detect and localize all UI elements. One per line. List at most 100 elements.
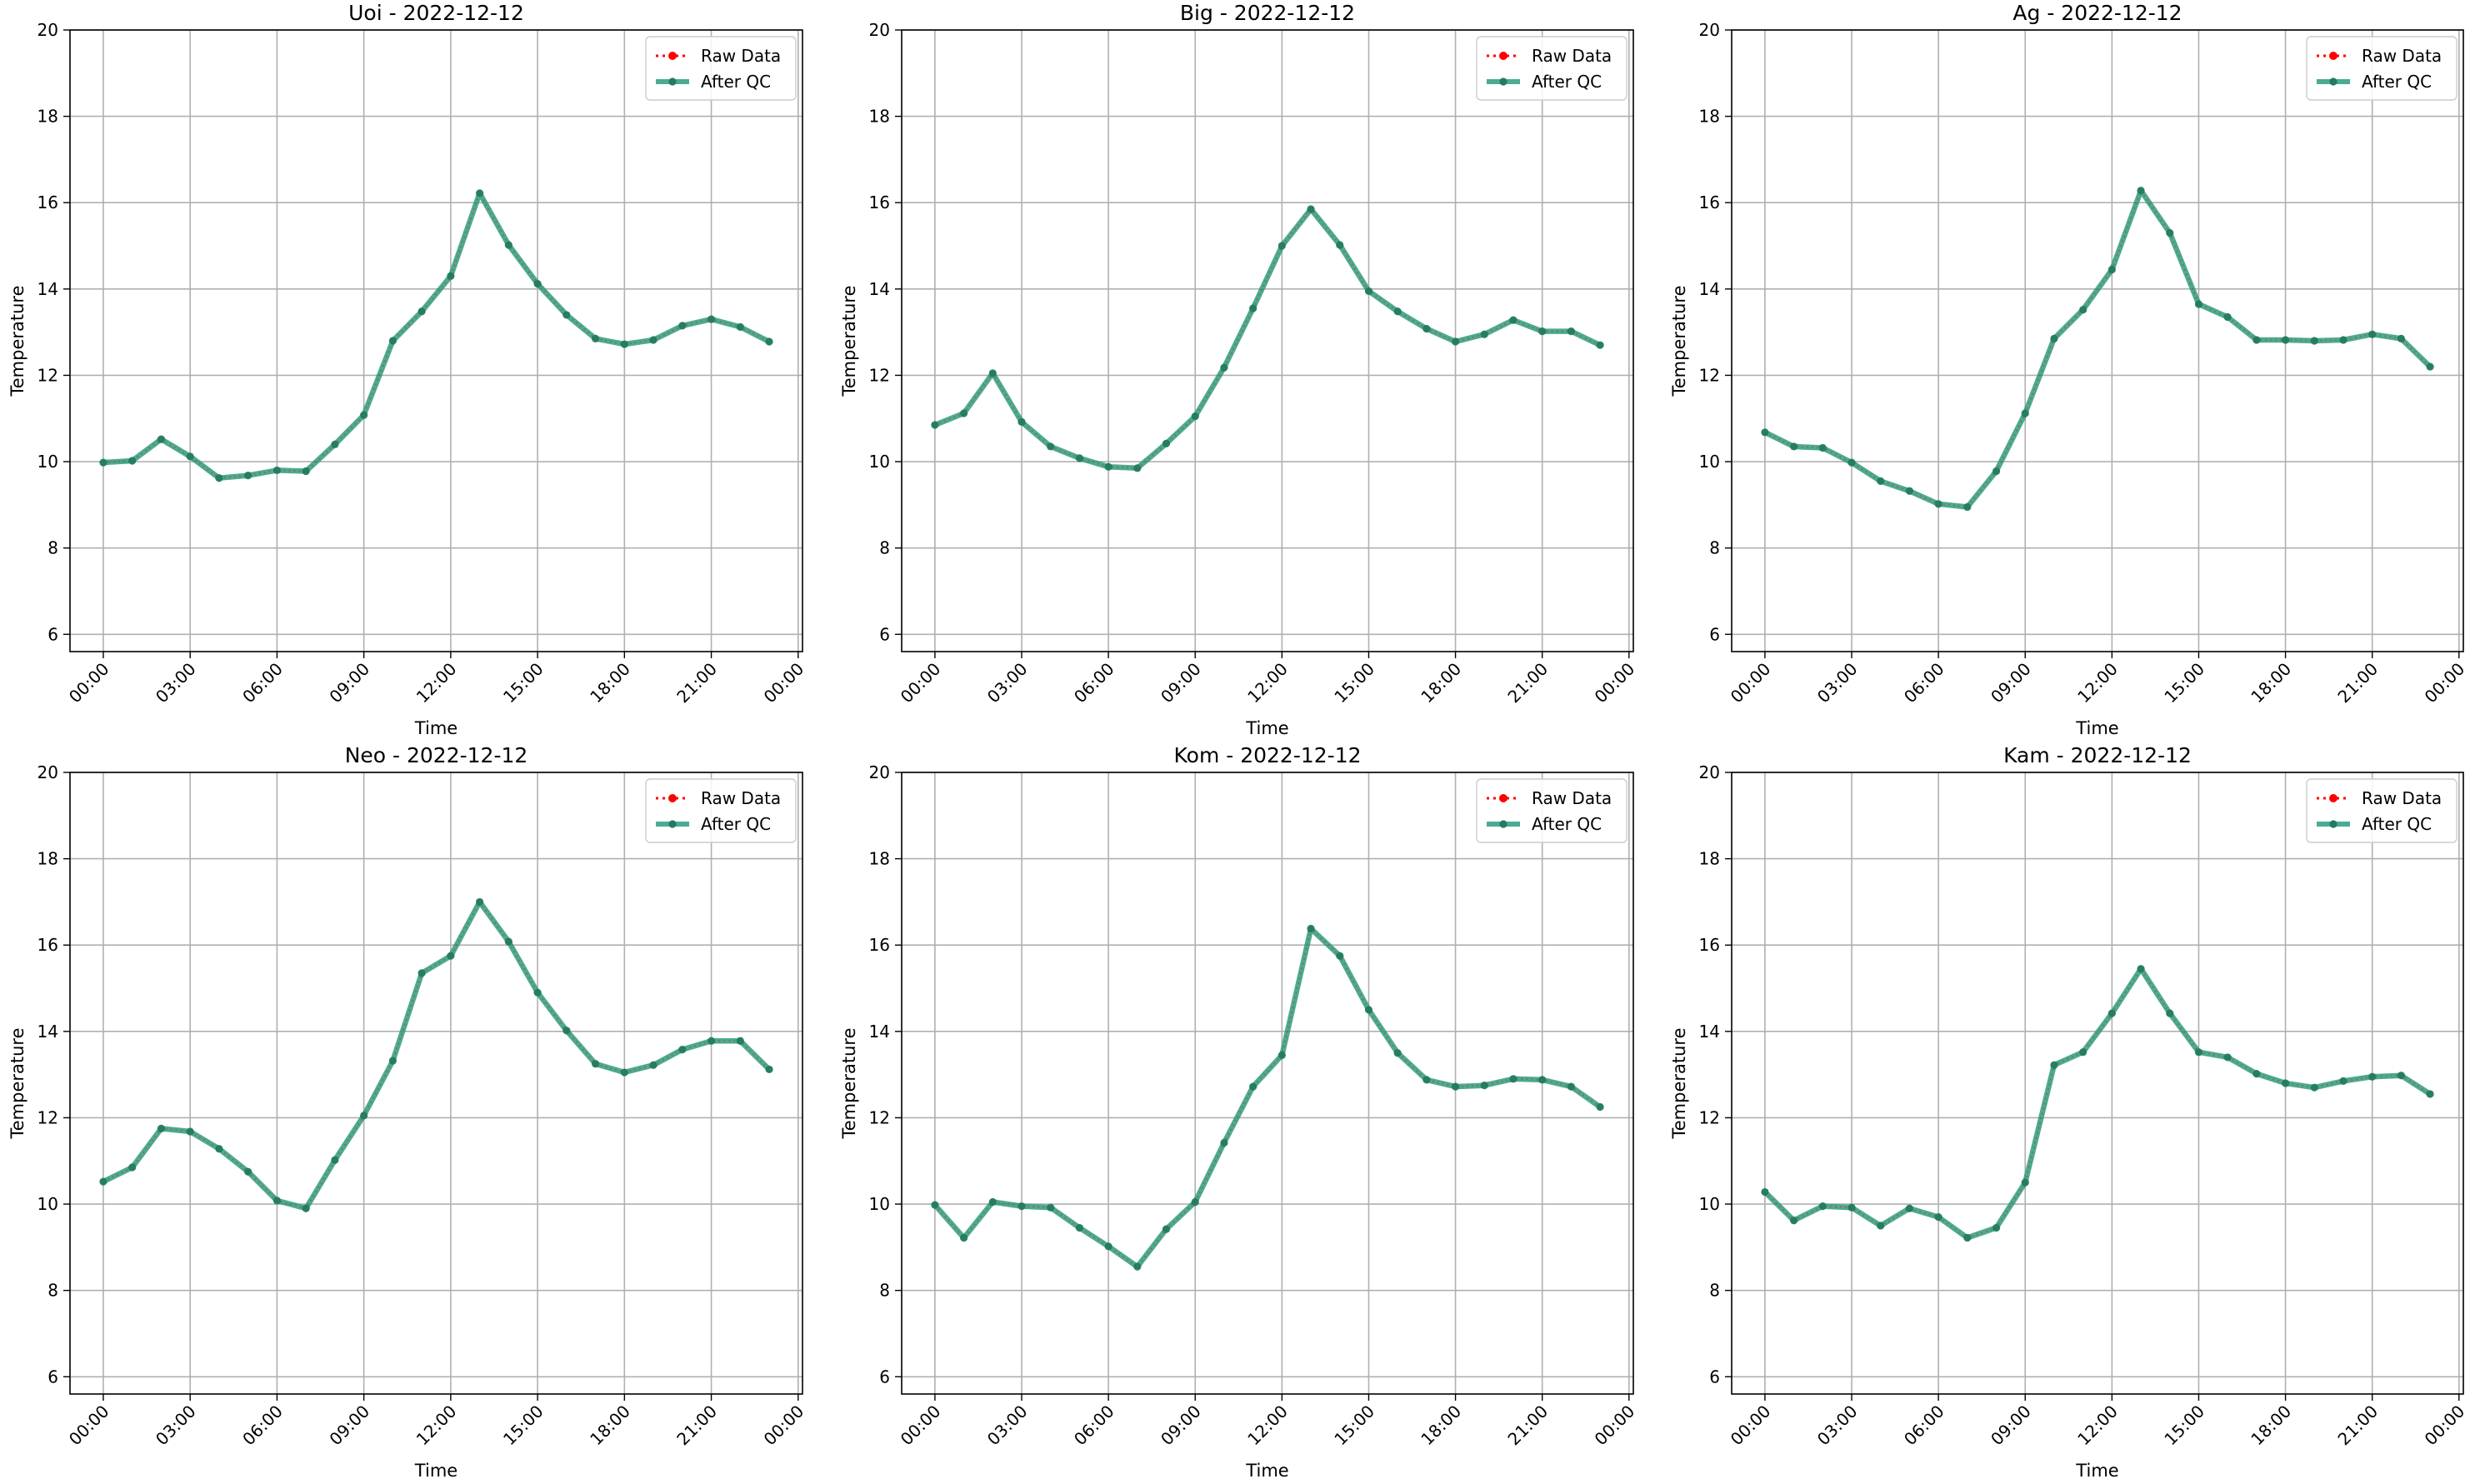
data-point-after-qc [1104,462,1112,471]
data-point-after-qc [591,1060,600,1068]
x-tick-label: 00:00 [2421,1402,2469,1450]
data-point-after-qc [765,337,773,346]
y-tick-label: 8 [48,1281,58,1301]
data-point-after-qc [1104,1242,1112,1251]
data-point-after-qc [1596,341,1604,349]
x-tick-label: 15:00 [2160,1402,2208,1450]
data-point-after-qc [1480,330,1488,338]
legend-label-raw-data: Raw Data [2362,788,2442,808]
data-point-after-qc [128,1163,137,1172]
chart-panel: 6 8 10 12 14 16 18 20 00:00 03:00 06:00 09:00 12:00 1… [8,1,808,738]
data-point-after-qc [244,472,252,480]
data-point-after-qc [620,340,628,348]
x-tick-label: 18:00 [1417,659,1465,707]
x-tick-label: 06:00 [238,659,287,707]
y-tick-label: 20 [38,20,58,40]
x-tick-label: 00:00 [65,659,113,707]
data-point-after-qc [157,1124,166,1132]
data-point-after-qc [1278,1051,1286,1059]
y-tick-label: 16 [38,935,58,955]
data-point-after-qc [765,1065,773,1074]
x-tick-label: 21:00 [2333,1402,2382,1450]
data-point-after-qc [1509,316,1518,324]
y-tick-label: 20 [1699,762,1720,782]
chart-title: Uoi - 2022-12-12 [348,1,524,25]
data-point-after-qc [99,1177,108,1186]
legend-label-raw-data: Raw Data [1532,46,1612,66]
legend: Raw Data After QC [1476,36,1628,101]
x-tick-label: 12:00 [1243,659,1292,707]
data-point-after-qc [2166,228,2174,237]
y-axis-label: Temperature [839,285,859,397]
data-point-after-qc [2339,336,2348,344]
data-point-after-qc [1992,467,2001,476]
data-point-after-qc [1278,242,1286,250]
y-tick-label: 20 [38,762,58,782]
series-line-raw-data [1764,967,2431,1239]
chart-panel: 6 8 10 12 14 16 18 20 00:00 03:00 06:00 09:00 12:00 1… [839,743,1638,1481]
chart-title: Kam - 2022-12-12 [2003,743,2192,767]
data-point-after-qc [2021,1178,2029,1187]
data-point-after-qc [1963,502,1972,512]
x-tick-label: 09:00 [1987,1402,2035,1450]
y-tick-label: 12 [38,365,58,385]
x-tick-label: 15:00 [499,659,548,707]
y-tick-label: 20 [869,20,890,40]
data-point-after-qc [2194,300,2203,308]
x-tick-label: 06:00 [238,1402,287,1450]
x-tick-label: 06:00 [1900,1402,1948,1450]
y-tick-label: 8 [1709,538,1720,558]
x-tick-label: 03:00 [1813,1402,1862,1450]
data-point-after-qc [272,1197,282,1205]
data-point-after-qc [2397,1072,2405,1080]
x-tick-label: 03:00 [152,1402,200,1450]
data-point-after-qc [447,952,455,960]
legend-marker-raw-data [2329,794,2338,802]
data-point-after-qc [960,409,968,417]
x-axis-label: Time [2075,718,2118,738]
data-point-after-qc [707,1037,716,1045]
x-tick-label: 12:00 [2073,1402,2122,1450]
data-point-after-qc [302,1204,310,1212]
data-point-after-qc [1336,241,1344,249]
x-tick-label: 12:00 [1243,1402,1292,1450]
y-tick-label: 16 [1699,192,1720,212]
y-tick-label: 12 [869,1107,890,1127]
data-point-after-qc [1393,1049,1402,1057]
data-point-after-qc [1191,1197,1199,1207]
x-tick-label: 09:00 [1987,659,2035,707]
plot-frame [69,772,803,1395]
y-tick-label: 14 [1699,1022,1720,1042]
data-point-after-qc [1451,1082,1460,1091]
chart-panel: 6 8 10 12 14 16 18 20 00:00 03:00 06:00 09:00 12:00 1… [8,743,808,1481]
data-point-after-qc [988,369,997,377]
data-point-after-qc [1393,307,1402,316]
x-tick-label: 03:00 [1813,659,1862,707]
y-tick-label: 16 [869,192,890,212]
data-point-after-qc [736,1037,744,1045]
data-point-after-qc [1877,477,1885,485]
legend-marker-raw-data [668,52,677,60]
legend-marker-after-qc [1499,77,1508,86]
x-tick-label: 00:00 [65,1402,113,1450]
series-line-after-qc [932,206,1603,472]
data-point-after-qc [960,1233,968,1242]
y-tick-label: 16 [1699,935,1720,955]
chart-title: Big - 2022-12-12 [1180,1,1355,25]
chart-panel: 6 8 10 12 14 16 18 20 00:00 03:00 06:00 09:00 12:00 1… [1669,743,2468,1481]
legend-marker-after-qc [1499,820,1508,828]
data-point-after-qc [1191,412,1199,421]
y-tick-label: 12 [1699,1107,1720,1127]
data-point-after-qc [1336,952,1344,960]
data-point-after-qc [2050,334,2058,343]
x-tick-label: 12:00 [412,659,461,707]
y-tick-label: 8 [879,1281,890,1301]
data-point-after-qc [331,440,339,448]
data-point-after-qc [388,1057,397,1065]
data-point-after-qc [1249,1082,1258,1091]
data-point-after-qc [620,1068,628,1077]
x-tick-label: 00:00 [897,659,945,707]
y-tick-label: 10 [1699,1194,1720,1214]
data-point-after-qc [1761,428,1769,437]
data-point-after-qc [128,457,137,465]
